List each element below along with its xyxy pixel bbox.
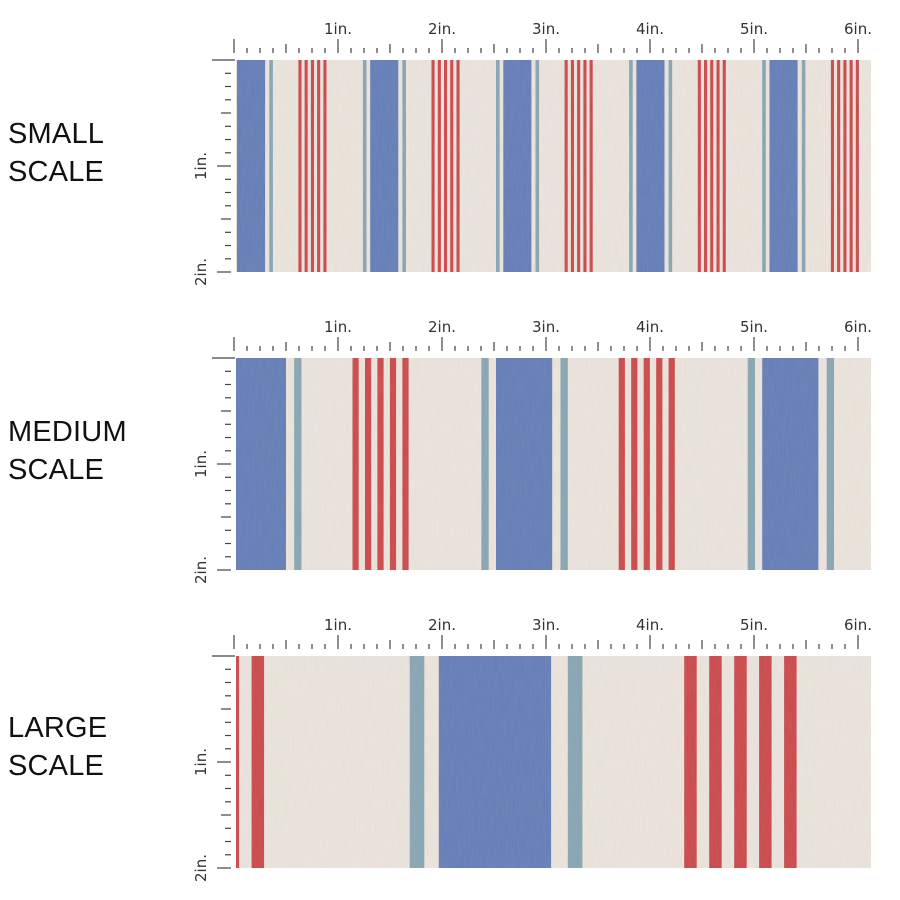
ruler-label: 5in. [740,616,768,634]
vertical-ruler [212,59,235,273]
ruler-label: 4in. [636,318,664,336]
ruler-label: 1in. [192,152,210,180]
scale-label-line1: MEDIUM [8,416,127,448]
ruler-label: 3in. [532,616,560,634]
ruler-label: 2in. [192,854,210,882]
ruler-label: 4in. [636,616,664,634]
ruler-label: 1in. [192,450,210,478]
ruler-label: 6in. [844,616,872,634]
scale-label-small: SMALL SCALE [8,115,104,191]
ruler-label: 5in. [740,318,768,336]
linen-texture [236,656,871,868]
ruler-label: 4in. [636,20,664,38]
swatch-medium-scale: 1in. 2in. 3in. 4in. 5in. 6in. 1in. 2in. [192,318,872,584]
scale-label-line1: SMALL [8,118,105,150]
swatch-large-scale: 1in. 2in. 3in. 4in. 5in. 6in. 1in. 2in. [192,616,872,882]
swatch-small-scale: 1in. 2in. 3in. 4in. 5in. 6in. 1in. 2in. [192,20,872,286]
vertical-ruler [212,655,235,869]
ruler-label: 2in. [192,556,210,584]
horizontal-ruler [233,635,859,649]
scale-label-line2: SCALE [8,156,105,188]
panel-large-scale: 1in. 2in. 3in. 4in. 5in. 6in. 1in. 2in. LARGE S… [0,596,900,896]
scale-label-line2: SCALE [8,454,105,486]
scale-label-line2: SCALE [8,750,105,782]
ruler-label: 1in. [324,616,352,634]
ruler-label: 3in. [532,318,560,336]
linen-texture [236,60,871,272]
ruler-label: 2in. [428,318,456,336]
panel-medium-scale: 1in. 2in. 3in. 4in. 5in. 6in. 1in. 2in. MEDIUM … [0,298,900,598]
ruler-label: 5in. [740,20,768,38]
vertical-ruler [212,357,235,571]
fabric-swatch [236,656,871,868]
horizontal-ruler [233,337,859,351]
panel-small-scale: 1in. 2in. 3in. 4in. 5in. 6in. 1in. 2in. SMALL S… [0,0,900,300]
scale-label-large: LARGE SCALE [8,709,107,785]
ruler-label: 1in. [324,318,352,336]
ruler-label: 6in. [844,20,872,38]
ruler-label: 2in. [192,258,210,286]
ruler-label: 2in. [428,616,456,634]
ruler-label: 3in. [532,20,560,38]
fabric-swatch [236,60,871,272]
linen-texture [236,358,871,570]
fabric-swatch [236,358,871,570]
ruler-label: 1in. [192,748,210,776]
scale-label-line1: LARGE [8,712,108,744]
scale-label-medium: MEDIUM SCALE [8,413,127,489]
ruler-label: 6in. [844,318,872,336]
horizontal-ruler [233,39,859,53]
ruler-label: 2in. [428,20,456,38]
ruler-label: 1in. [324,20,352,38]
